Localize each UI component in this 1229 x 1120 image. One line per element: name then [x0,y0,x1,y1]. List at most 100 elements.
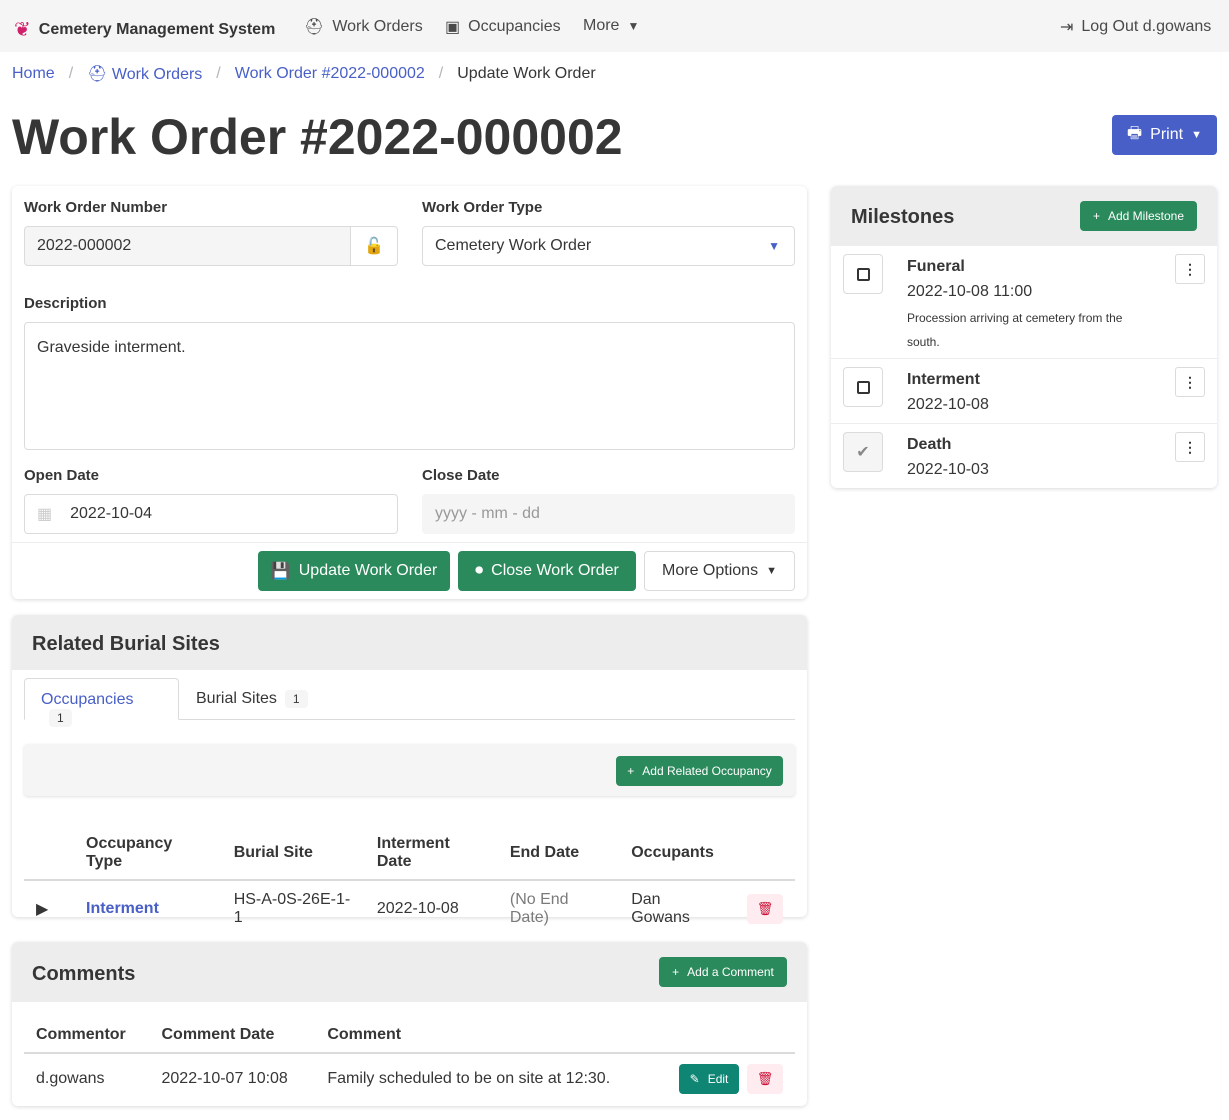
open-date-label: Open Date [24,467,100,484]
milestones-panel: Milestones + Add Milestone Funeral 2022-1… [831,186,1217,488]
column-header: End Date [497,827,620,881]
square-icon [856,380,870,394]
interment-date-cell: 2022-10-08 [376,900,459,917]
pencil-icon: ✎ [689,1072,700,1086]
table-row: d.gowans 2022-10-07 10:08 Family schedul… [24,1053,795,1104]
milestones-header: Milestones + Add Milestone [831,186,1217,246]
comments-header: Comments + Add a Comment [12,942,807,1002]
logout-link[interactable]: ⇥ Log Out d.gowans [1060,18,1212,36]
count-badge: 1 [49,709,72,727]
print-button[interactable]: 🖶 Print ▼ [1112,115,1217,155]
breadcrumb-work-order[interactable]: Work Order #2022-000002 [234,65,425,82]
navbar: ❦ Cemetery Management System ⛑ Work Order… [0,0,1229,52]
breadcrumb-current: Update Work Order [457,65,596,82]
delete-occupancy-button[interactable]: 🗑 [746,894,783,924]
comments-panel: Comments + Add a Comment Commentor Comment… [12,942,807,1106]
separator: / [68,65,74,82]
check-icon: ✔ [856,444,870,461]
milestone-date: 2022-10-03 [907,461,989,478]
milestone-item: Interment 2022-10-08 ⋮ [831,359,1217,424]
milestone-options-button[interactable]: ⋮ [1175,254,1205,284]
plus-icon: + [672,965,680,979]
nav-work-orders[interactable]: ⛑ Work Orders [304,18,423,36]
close-date-field[interactable]: yyyy - mm - dd [422,494,795,534]
work-order-number-field[interactable]: 2022-000002 [24,226,351,266]
portrait-icon: ▣ [445,19,461,36]
milestone-checkbox[interactable] [843,367,883,407]
milestone-name: Interment [907,371,980,388]
delete-comment-button[interactable]: 🗑 [747,1064,783,1094]
milestone-date: 2022-10-08 [907,396,989,413]
milestone-options-button[interactable]: ⋮ [1175,367,1205,397]
milestone-checkbox[interactable]: ✔ [843,432,883,472]
chevron-down-icon: ▼ [768,239,780,253]
plus-icon: + [627,764,635,778]
edit-comment-button[interactable]: ✎ Edit [679,1064,739,1094]
milestone-checkbox[interactable] [843,254,883,294]
brand-link[interactable]: ❦ Cemetery Management System [14,19,276,41]
ellipsis-vertical-icon: ⋮ [1183,260,1197,277]
close-work-order-button[interactable]: ⏺ Close Work Order [458,551,636,591]
trash-icon: 🗑 [756,901,774,916]
breadcrumb-home[interactable]: Home [12,65,55,82]
count-badge: 1 [284,690,308,708]
breadcrumb-work-orders[interactable]: ⛑ Work Orders [87,66,203,83]
calendar-icon: ▦ [37,506,53,523]
breadcrumb: Home / ⛑ Work Orders / Work Order #2022-00… [12,64,596,84]
expand-button[interactable]: ▶ [24,880,74,937]
hard-hat-icon: ⛑ [87,66,112,83]
milestone-date: 2022-10-08 11:00 [907,283,1033,300]
column-header: Occupants [619,827,735,881]
related-burial-sites-panel: Related Burial Sites Occupancies1 Burial… [12,615,807,926]
column-header: Commentor [24,1018,150,1054]
burial-site-cell: HS-A-0S-26E-1-1 [233,891,351,926]
description-label: Description [24,295,107,312]
play-icon: ▶ [36,901,49,918]
occupancy-link[interactable]: Interment [86,900,159,917]
add-milestone-button[interactable]: + Add Milestone [1080,201,1197,231]
tab-burial-sites[interactable]: Burial Sites 1 [196,690,308,708]
ellipsis-vertical-icon: ⋮ [1183,438,1197,455]
milestone-name: Death [907,436,952,453]
milestone-item: Funeral 2022-10-08 11:00 Procession arri… [831,246,1217,359]
page-title: Work Order #2022-000002 [12,109,623,165]
comments-title: Comments [32,963,136,985]
save-icon: 💾 [270,563,291,580]
comment-date-cell: 2022-10-07 10:08 [161,1070,288,1087]
tabs-divider [24,719,795,720]
nav-occupancies[interactable]: ▣ Occupancies [445,18,561,36]
separator: / [438,65,444,82]
comment-cell: Family scheduled to be on site at 12:30. [327,1070,611,1087]
milestone-item: ✔ Death 2022-10-03 ⋮ [831,424,1217,488]
add-comment-button[interactable]: + Add a Comment [659,957,787,987]
caret-down-icon: ▼ [1191,129,1202,141]
chevron-down-icon: ▼ [627,19,640,33]
related-header: Related Burial Sites [12,615,807,670]
column-header: Occupancy Type [74,827,222,881]
work-order-type-select[interactable]: Cemetery Work Order ▼ [422,226,795,266]
close-date-label: Close Date [422,467,500,484]
tulip-logo-icon: ❦ [14,19,31,41]
column-header: Comment [315,1018,654,1054]
work-order-type-label: Work Order Type [422,199,543,216]
end-date-cell: (No End Date) [509,891,569,926]
more-options-button[interactable]: More Options ▼ [644,551,795,591]
open-date-field[interactable]: ▦ 2022-10-04 [24,494,398,534]
update-work-order-button[interactable]: 💾 Update Work Order [258,551,450,591]
unlock-button[interactable]: 🔓 [350,226,398,266]
description-textarea[interactable]: Graveside interment. [24,322,795,450]
divider [12,542,807,543]
tab-occupancies[interactable]: Occupancies1 [24,678,179,727]
column-header: Interment Date [364,827,498,881]
unlock-icon: 🔓 [364,238,384,255]
milestones-title: Milestones [851,206,955,228]
print-icon: 🖶 [1127,124,1143,142]
nav-more[interactable]: More ▼ [583,17,640,34]
work-order-form: Work Order Number 2022-000002 🔓 Work Ord… [12,186,807,599]
trash-icon: 🗑 [756,1071,774,1086]
commentor-cell: d.gowans [36,1070,105,1087]
comments-table: Commentor Comment Date Comment d.gowans 20… [24,1018,795,1104]
ellipsis-vertical-icon: ⋮ [1183,373,1197,390]
add-related-occupancy-button[interactable]: + Add Related Occupancy [616,756,783,786]
milestone-options-button[interactable]: ⋮ [1175,432,1205,462]
